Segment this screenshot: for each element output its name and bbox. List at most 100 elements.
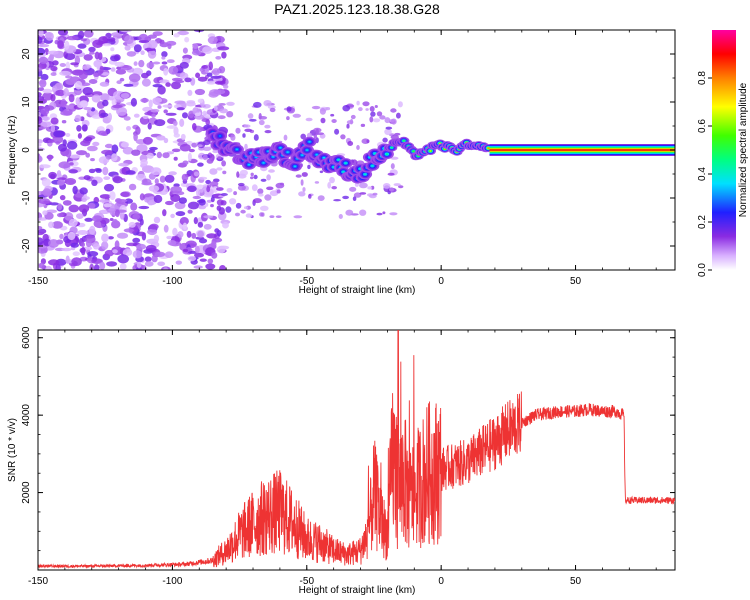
noise-blob bbox=[99, 81, 110, 87]
ridge-blob bbox=[279, 146, 282, 149]
noise-blob bbox=[243, 206, 249, 210]
noise-blob bbox=[114, 61, 125, 67]
noise-blob bbox=[58, 143, 67, 152]
noise-blob bbox=[152, 97, 163, 104]
snr-line bbox=[38, 330, 675, 569]
noise-blob bbox=[205, 263, 216, 270]
noise-blob bbox=[136, 261, 142, 269]
noise-blob bbox=[201, 65, 208, 69]
noise-blob bbox=[138, 205, 150, 210]
noise-blob bbox=[219, 108, 228, 114]
noise-blob bbox=[173, 33, 180, 38]
ridge-blob bbox=[308, 140, 311, 143]
noise-blob bbox=[206, 186, 211, 193]
noise-blob bbox=[38, 138, 43, 144]
x-tick-label: -50 bbox=[300, 276, 315, 287]
noise-blob bbox=[393, 183, 401, 187]
noise-blob bbox=[85, 152, 90, 158]
noise-blob bbox=[57, 203, 63, 211]
noise-blob bbox=[110, 55, 120, 62]
noise-blob bbox=[120, 141, 130, 148]
noise-blob bbox=[142, 115, 149, 120]
noise-blob bbox=[173, 133, 180, 138]
noise-blob bbox=[275, 215, 282, 218]
noise-blob bbox=[89, 263, 94, 270]
noise-blob bbox=[65, 61, 71, 70]
noise-blob bbox=[61, 247, 72, 252]
noise-blob bbox=[165, 200, 174, 206]
noise-blob bbox=[184, 36, 190, 43]
noise-blob bbox=[311, 105, 321, 110]
noise-blob bbox=[226, 101, 235, 106]
ridge-blob bbox=[385, 153, 389, 156]
noise-blob bbox=[38, 164, 51, 169]
noise-blob bbox=[67, 231, 76, 241]
ridge-blob bbox=[315, 153, 318, 156]
noise-blob bbox=[42, 210, 48, 216]
noise-blob bbox=[158, 79, 170, 84]
noise-blob bbox=[112, 218, 118, 226]
noise-blob bbox=[87, 251, 99, 257]
noise-blob bbox=[264, 124, 271, 129]
noise-blob bbox=[313, 133, 317, 139]
noise-blob bbox=[225, 206, 232, 213]
ridge-blob bbox=[342, 171, 345, 173]
noise-blob bbox=[40, 121, 52, 127]
noise-blob bbox=[84, 136, 93, 142]
noise-blob bbox=[179, 217, 189, 226]
colorbar-tick-label: 0.6 bbox=[697, 119, 708, 133]
noise-blob bbox=[79, 187, 88, 195]
noise-blob bbox=[216, 245, 226, 254]
x-tick-label: -50 bbox=[300, 576, 315, 587]
ridge-blob bbox=[301, 154, 304, 157]
noise-blob bbox=[202, 46, 213, 54]
noise-blob bbox=[257, 188, 264, 195]
noise-blob bbox=[216, 205, 222, 211]
noise-blob bbox=[48, 221, 54, 229]
noise-blob bbox=[103, 203, 112, 208]
noise-blob bbox=[153, 216, 161, 224]
noise-blob bbox=[115, 198, 122, 204]
noise-blob bbox=[182, 112, 188, 119]
noise-blob bbox=[123, 116, 131, 121]
noise-blob bbox=[356, 100, 360, 106]
noise-blob bbox=[194, 112, 201, 117]
noise-blob bbox=[222, 221, 229, 229]
noise-blob bbox=[163, 68, 169, 76]
noise-blob bbox=[203, 223, 212, 230]
noise-blob bbox=[126, 51, 137, 57]
noise-blob bbox=[76, 213, 84, 220]
noise-blob bbox=[78, 71, 88, 80]
noise-blob bbox=[95, 168, 102, 173]
noise-blob bbox=[50, 65, 58, 72]
noise-blob bbox=[162, 152, 170, 159]
noise-blob bbox=[292, 113, 301, 118]
noise-blob bbox=[101, 233, 109, 243]
noise-blob bbox=[125, 170, 136, 175]
noise-blob bbox=[235, 212, 240, 217]
noise-blob bbox=[80, 100, 89, 108]
noise-blob bbox=[47, 154, 53, 162]
noise-blob bbox=[38, 143, 42, 147]
noise-blob bbox=[283, 134, 288, 141]
noise-blob bbox=[91, 179, 98, 186]
noise-blob bbox=[179, 143, 191, 152]
noise-blob bbox=[107, 37, 116, 42]
colorbar-gradient bbox=[712, 30, 736, 270]
noise-blob bbox=[162, 209, 167, 217]
noise-blob bbox=[342, 195, 349, 200]
colorbar: 0.0 0.2 0.4 0.6 0.8 Normalized spectral ampl… bbox=[697, 30, 749, 277]
noise-blob bbox=[65, 148, 72, 158]
noise-blob bbox=[119, 77, 125, 82]
noise-blob bbox=[103, 176, 111, 181]
snr-y-ticks: 2000 4000 6000 bbox=[21, 326, 675, 552]
noise-blob bbox=[132, 81, 139, 86]
noise-blob bbox=[177, 231, 184, 238]
noise-blob bbox=[38, 116, 43, 124]
noise-blob bbox=[65, 133, 71, 137]
noise-blob bbox=[346, 123, 350, 129]
noise-blob bbox=[112, 249, 118, 254]
ridge-blob bbox=[286, 151, 289, 154]
noise-blob bbox=[178, 197, 187, 204]
noise-blob bbox=[208, 61, 213, 71]
